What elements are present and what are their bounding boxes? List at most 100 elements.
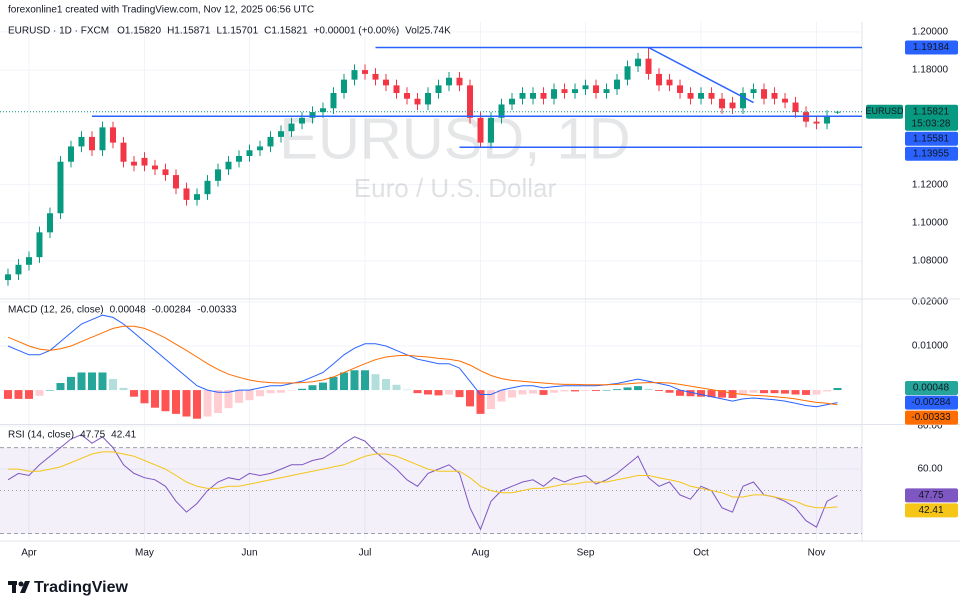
candle-body (78, 136, 85, 147)
histogram-bar (613, 389, 622, 391)
value-badge-label: 1.15821 (913, 106, 950, 117)
candle-body (425, 93, 432, 105)
value-badge-label: 1.15581 (913, 133, 950, 144)
y-tick-label: 1.12000 (912, 179, 949, 190)
countdown-label: 15:03:28 (912, 118, 951, 129)
candle-body (214, 169, 221, 181)
histogram-bar (833, 387, 842, 391)
candle-body (4, 274, 11, 281)
value-badge-label: -0.00284 (911, 397, 951, 408)
histogram-bar (718, 390, 727, 398)
candle-body (614, 79, 621, 90)
value-badge (905, 146, 958, 161)
candle-body (46, 213, 53, 233)
candle-body (120, 142, 127, 162)
candle-body (298, 117, 305, 124)
histogram-bar (245, 390, 254, 401)
candle-body (771, 93, 778, 99)
histogram-bar (45, 390, 54, 391)
candle-body (446, 77, 453, 86)
x-tick-label: Jun (241, 548, 257, 559)
x-tick-label: Sep (577, 548, 595, 559)
histogram-bar (581, 390, 590, 391)
candle-body (204, 180, 211, 195)
y-tick-label: 1.08000 (912, 256, 949, 267)
value-badge (905, 131, 958, 146)
candle-body (309, 112, 316, 118)
candle-body (719, 98, 726, 109)
x-tick-label: Jul (359, 548, 372, 559)
histogram-bar (77, 372, 86, 391)
histogram-bar (266, 390, 275, 394)
candle-body (645, 58, 652, 74)
value-badge (905, 488, 958, 503)
histogram-bar (518, 390, 527, 395)
histogram-bar (35, 390, 44, 396)
candle-body (677, 85, 684, 94)
value-badge-label: 47.75 (918, 490, 943, 501)
value-badge-label: -0.00333 (911, 412, 951, 423)
histogram-bar (487, 390, 496, 410)
candle-body (99, 127, 106, 151)
candle-body (235, 155, 242, 162)
candle-body (383, 79, 390, 86)
candle-body (172, 175, 179, 189)
y-tick-label: 1.18000 (912, 65, 949, 76)
histogram-bar (234, 390, 243, 403)
candle-body (267, 136, 274, 147)
candle-body (109, 127, 116, 143)
candle-body (225, 161, 232, 170)
ohlc-value: L1.15701 (216, 26, 258, 37)
candle-body (824, 115, 831, 124)
histogram-bar (760, 390, 769, 394)
ohlc-value: +0.00001 (+0.00%) (314, 26, 400, 37)
histogram-bar (466, 390, 475, 407)
histogram-bar (24, 390, 33, 399)
histogram-bar (66, 376, 75, 391)
candle-body (25, 257, 32, 265)
candle-body (687, 93, 694, 99)
brand: TradingView (34, 579, 129, 596)
candle-body (141, 157, 148, 166)
candle-body (183, 188, 190, 200)
histogram-bar (150, 390, 159, 408)
candle-body (624, 66, 631, 80)
candle-body (130, 161, 137, 166)
histogram-bar (697, 390, 706, 397)
histogram-bar (3, 390, 12, 399)
candle-body (36, 232, 43, 258)
histogram-bar (192, 390, 201, 419)
histogram-bar (171, 390, 180, 414)
ohlc-value: Vol25.74K (405, 26, 451, 37)
histogram-bar (592, 390, 601, 391)
candle-body (477, 117, 484, 143)
y-tick-label: 80.00 (917, 421, 942, 432)
ohlc-value: C1.15821 (264, 26, 308, 37)
histogram-bar (98, 372, 107, 391)
value-badge (905, 503, 958, 518)
x-tick-label: Nov (808, 548, 826, 559)
histogram-bar (571, 390, 580, 392)
histogram-bar (297, 388, 306, 391)
symbol-tag (866, 104, 903, 119)
indicator-value: -0.00284 (152, 305, 192, 316)
histogram-bar (403, 389, 412, 391)
candle-body (498, 104, 505, 118)
chart-title: EURUSD · 1D · FXCM (8, 26, 109, 37)
histogram-bar (686, 390, 695, 397)
candle-body (57, 161, 64, 214)
histogram-bar (602, 390, 611, 391)
histogram-bar (497, 390, 506, 402)
credit: forexonline1 created with TradingView.co… (8, 5, 314, 16)
candle-body (813, 121, 820, 124)
histogram-bar (707, 390, 716, 398)
histogram-bar (508, 390, 517, 398)
candle-body (246, 150, 253, 156)
histogram-bar (203, 390, 212, 417)
symbol-tag-label: EURUSD (865, 106, 904, 116)
histogram-bar (739, 390, 748, 395)
histogram-bar (392, 384, 401, 391)
value-badge-label: 42.41 (918, 505, 943, 516)
candle-body (193, 194, 200, 200)
